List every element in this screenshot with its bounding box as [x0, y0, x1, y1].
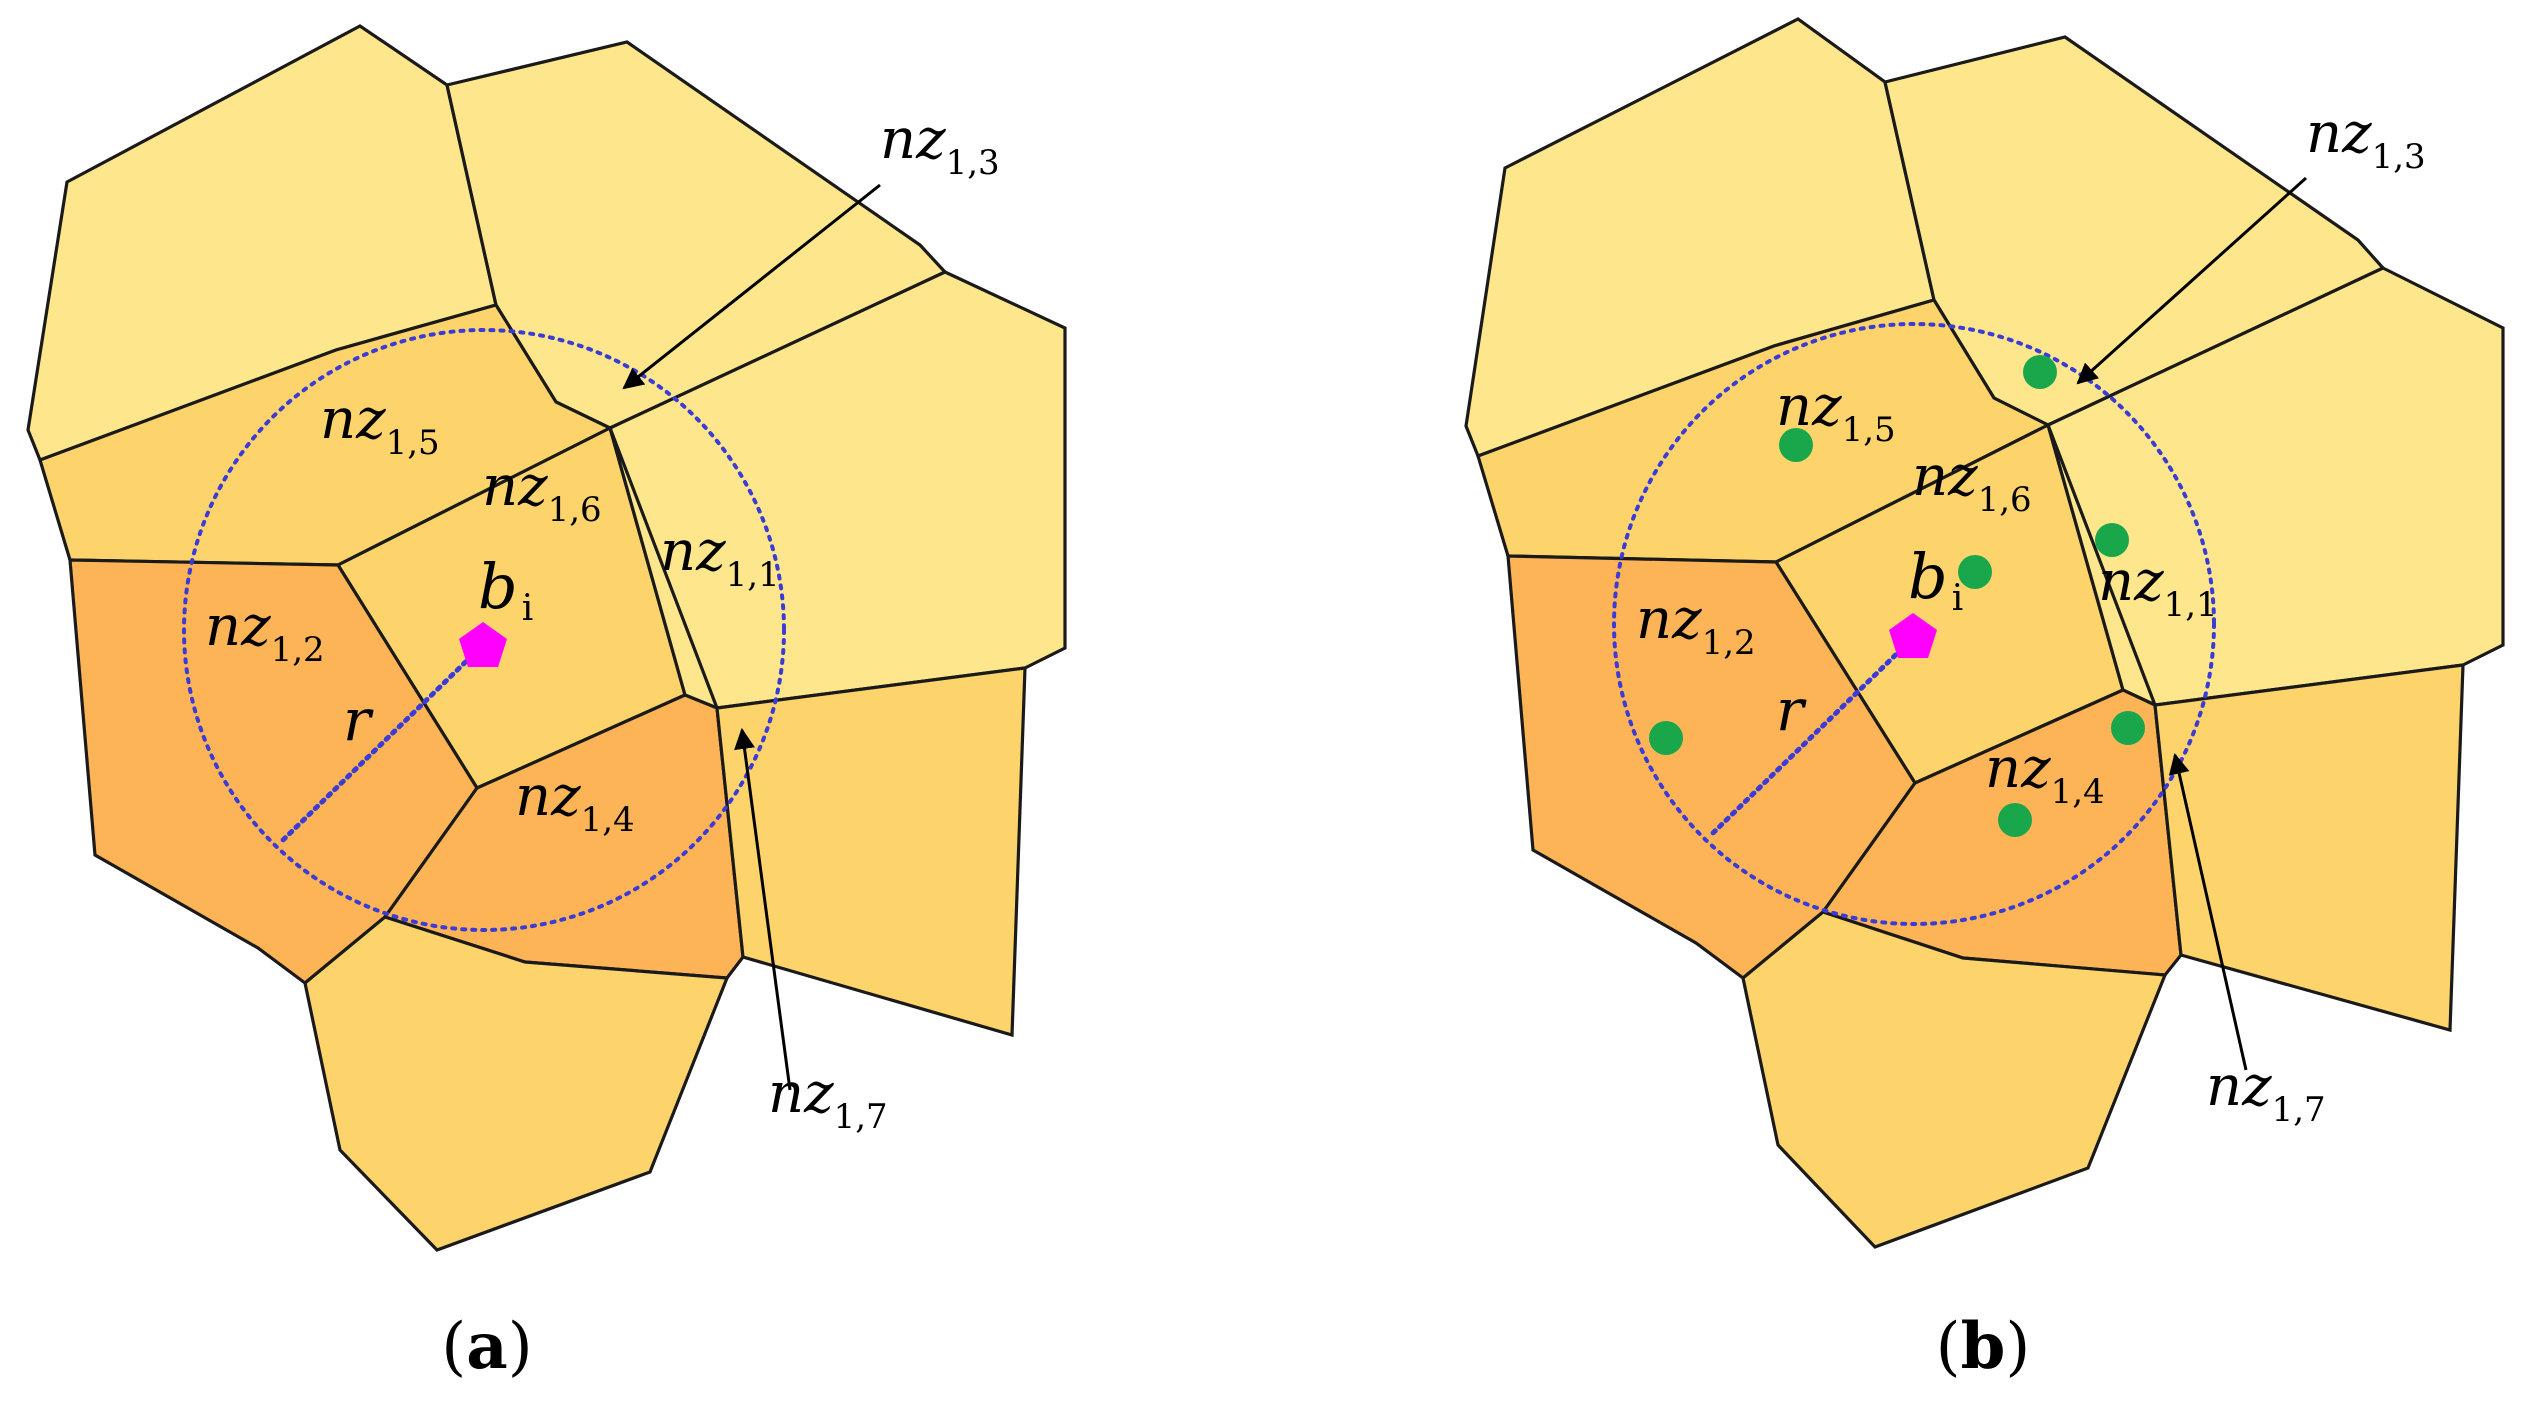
sensor-dot [2111, 711, 2145, 745]
label-r: r [1776, 676, 1807, 744]
label-nz12: nz1,2 [1636, 587, 1756, 663]
sensor-dot [1958, 555, 1992, 589]
arrow-nz13 [622, 183, 881, 390]
radius-line [280, 640, 488, 843]
label-nz11: nz1,1 [2098, 549, 2218, 625]
label-nz16: nz1,6 [482, 454, 602, 530]
label-nz17: nz1,7 [2206, 1054, 2326, 1130]
sensor-dot [2023, 355, 2057, 389]
arrow-nz17 [734, 727, 792, 1091]
voronoi-cells [26, 24, 1067, 1252]
label-nz15: nz1,5 [320, 387, 440, 463]
label-nz11: nz1,1 [660, 519, 780, 595]
cell-bottom [303, 915, 730, 1252]
voronoi-cells [1464, 17, 2505, 1249]
bi-marker-icon [459, 622, 507, 667]
label-nz17: nz1,7 [768, 1061, 888, 1137]
labels: nz1,3 nz1,5 nz1,6 nz1,1 nz1,2 nz1,4 nz1,… [205, 107, 1000, 1137]
cell-nz17 [2153, 663, 2465, 1033]
sensor-dot [1998, 803, 2032, 837]
radius-line [1710, 633, 1918, 836]
label-nz16: nz1,6 [1912, 444, 2032, 520]
label-nz12: nz1,2 [205, 594, 325, 670]
panel-a: nz1,3 nz1,5 nz1,6 nz1,1 nz1,2 nz1,4 nz1,… [26, 24, 1067, 1384]
sensor-dots [1649, 355, 2145, 837]
cell-bottom [1741, 910, 2168, 1249]
sensor-dot [1649, 721, 1683, 755]
label-nz14: nz1,4 [515, 764, 635, 840]
caption-b: (b) [1936, 1309, 2031, 1384]
range-circle [182, 328, 786, 932]
panel-b: nz1,3 nz1,5 nz1,6 nz1,1 nz1,2 nz1,4 nz1,… [1464, 17, 2505, 1384]
cell-nz17 [715, 666, 1027, 1038]
arrow-nz17 [2168, 752, 2248, 1071]
range-circle [1612, 322, 2216, 926]
label-nz14: nz1,4 [1985, 736, 2105, 812]
caption-a: (a) [441, 1309, 532, 1384]
label-nz13: nz1,3 [880, 107, 1000, 183]
sensor-dot [1779, 428, 1813, 462]
label-nz13: nz1,3 [2306, 101, 2426, 177]
label-r: r [343, 686, 374, 754]
label-nz15: nz1,5 [1776, 374, 1896, 450]
sensor-dot [2095, 523, 2129, 557]
bi-marker-icon [1889, 613, 1937, 658]
arrow-nz13 [2076, 176, 2308, 385]
labels: nz1,3 nz1,5 nz1,6 nz1,1 nz1,2 nz1,4 nz1,… [1636, 101, 2426, 1130]
